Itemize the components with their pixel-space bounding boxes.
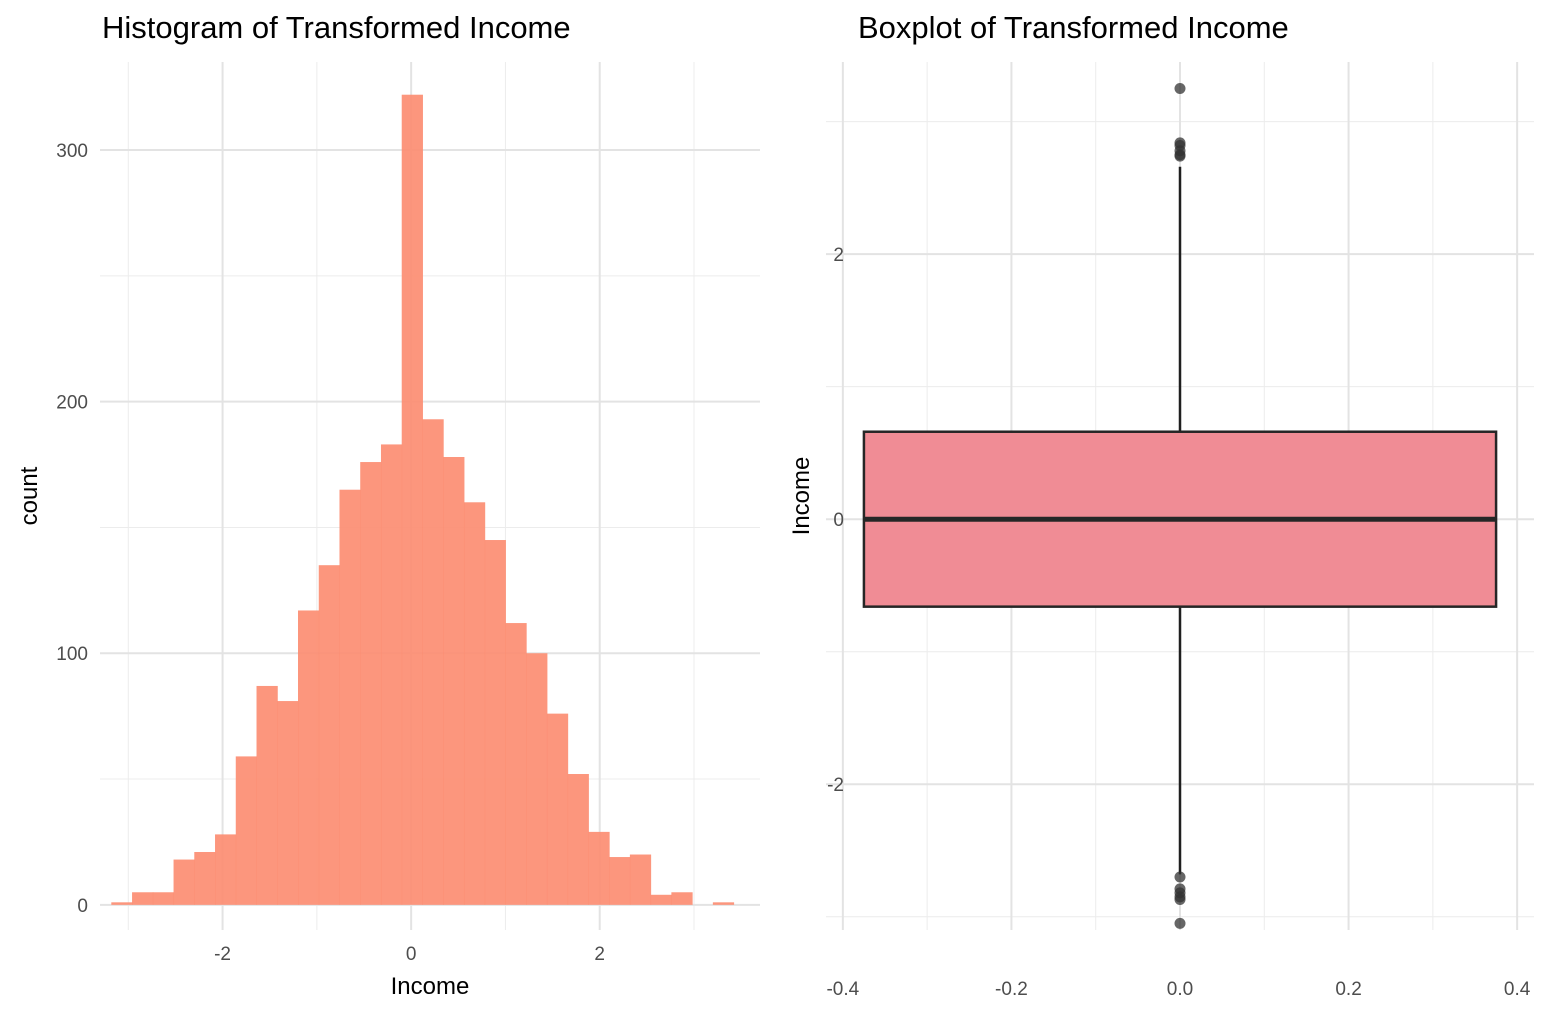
y-axis-title: count: [16, 466, 43, 525]
histogram-bar: [277, 701, 299, 905]
outlier-point: [1174, 917, 1186, 929]
histogram-bar: [671, 892, 693, 905]
y-tick-label: 200: [56, 393, 88, 414]
histogram-bar: [629, 854, 652, 905]
boxplot-chart: -0.4 -0.2 0.0 0.2 0.4 -2 0 2 Income: [788, 62, 1534, 1000]
x-tick-label: 0: [406, 944, 417, 965]
histogram-bar: [173, 859, 195, 905]
boxplot-panel: Boxplot of Transformed Income -0.4 -0.2 0.…: [774, 0, 1548, 1014]
histogram-bar: [194, 852, 216, 905]
histogram-bar: [443, 457, 465, 905]
outlier-point: [1174, 150, 1186, 162]
histogram-bar: [546, 713, 569, 905]
outlier-point: [1174, 871, 1186, 883]
x-tick-label: 0.0: [1167, 979, 1193, 1000]
histogram-bar: [463, 502, 486, 905]
y-tick-label: 2: [833, 245, 844, 266]
histogram-panel: Histogram of Transformed Income -2 0 2 0 100…: [16, 10, 760, 1000]
x-tick-label: -0.4: [826, 979, 859, 1000]
histogram-bar: [318, 565, 340, 905]
y-tick-label: 0: [833, 510, 844, 531]
outlier-point: [1174, 83, 1186, 95]
y-tick-label: 0: [77, 896, 88, 917]
histogram-bar: [339, 489, 361, 905]
histogram-bar: [401, 94, 423, 905]
histogram-bar: [152, 892, 175, 905]
x-tick-label: 2: [594, 944, 605, 965]
histogram-bar: [111, 902, 133, 905]
histogram-bar: [256, 685, 278, 905]
histogram-bar: [235, 756, 258, 905]
histogram-bar: [484, 540, 506, 905]
histogram-bar: [588, 831, 610, 905]
histogram-chart: -2 0 2 0 100 200 300 Income count: [16, 62, 760, 1000]
histogram-bar: [526, 653, 548, 905]
histogram-bar: [712, 902, 735, 905]
histogram-bar: [505, 623, 527, 905]
y-tick-label: -2: [827, 775, 844, 796]
outlier-point: [1174, 894, 1186, 906]
x-tick-label: -2: [214, 944, 231, 965]
y-axis-title: Income: [788, 457, 815, 536]
histogram-bar: [567, 774, 589, 905]
histogram-bar: [380, 444, 403, 905]
histogram-bar: [360, 462, 382, 905]
histogram-bar: [215, 834, 237, 905]
histogram-title: Histogram of Transformed Income: [102, 10, 571, 45]
y-tick-label: 300: [56, 141, 88, 162]
histogram-bar: [609, 857, 631, 905]
x-tick-label: 0.4: [1504, 979, 1531, 1000]
histogram-bar: [298, 610, 320, 905]
x-tick-label: 0.2: [1335, 979, 1361, 1000]
histogram-bar: [650, 894, 672, 905]
x-axis-title: Income: [391, 973, 470, 1000]
histogram-bar: [132, 892, 154, 905]
x-tick-label: -0.2: [995, 979, 1028, 1000]
y-tick-label: 100: [56, 644, 88, 665]
histogram-bar: [422, 419, 444, 905]
boxplot-title: Boxplot of Transformed Income: [858, 10, 1289, 45]
